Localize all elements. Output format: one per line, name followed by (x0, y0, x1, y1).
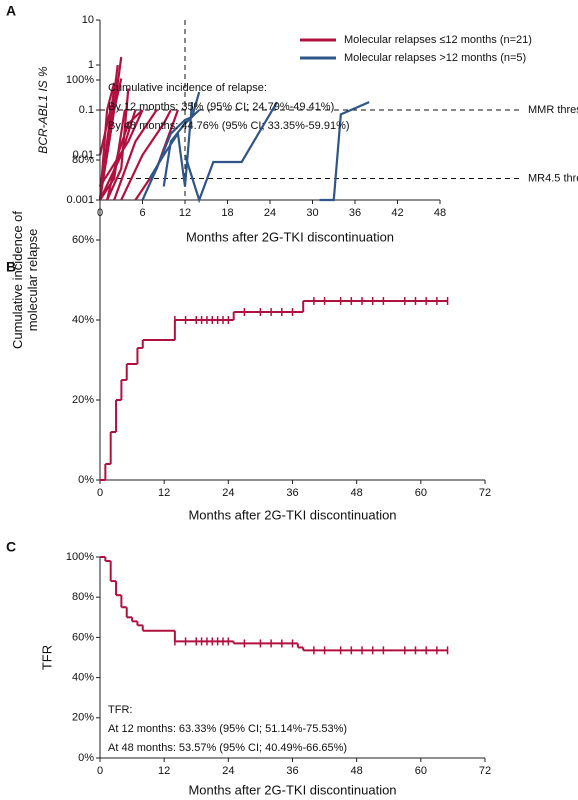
y-axis-label: BCR-ABL1 IS % (36, 66, 50, 154)
y-tick-label: 0% (78, 752, 94, 764)
y-tick-label: 0.1 (79, 104, 94, 116)
annotation: By 12 months: 35% (95% CI; 24.79%-49.41%… (108, 101, 334, 113)
panel-letter: C (6, 539, 16, 555)
x-tick-label: 36 (286, 487, 298, 499)
x-tick-label: 72 (479, 765, 491, 777)
y-tick-label: 10 (82, 14, 94, 26)
x-tick-label: 0 (97, 765, 103, 777)
y-tick-label: 40% (72, 672, 94, 684)
y-tick-label: 80% (72, 591, 94, 603)
x-axis-label: Months after 2G-TKI discontinuation (188, 507, 396, 522)
legend-label: Molecular relapses ≤12 months (n=21) (344, 34, 532, 46)
x-tick-label: 12 (179, 207, 191, 219)
x-tick-label: 18 (221, 207, 233, 219)
x-tick-label: 48 (434, 207, 446, 219)
panel-letter: A (6, 3, 16, 19)
x-tick-label: 30 (306, 207, 318, 219)
x-tick-label: 6 (139, 207, 145, 219)
x-tick-label: 12 (158, 765, 170, 777)
y-axis-label: Cumulative incidence of (10, 211, 25, 349)
x-tick-label: 12 (158, 487, 170, 499)
y-tick-label: 80% (72, 154, 94, 166)
y-tick-label: 40% (72, 314, 94, 326)
x-axis-label: Months after 2G-TKI discontinuation (186, 229, 394, 244)
series-line (106, 88, 130, 201)
y-tick-label: 100% (66, 551, 94, 563)
x-tick-label: 48 (351, 487, 363, 499)
series-line (113, 109, 158, 201)
y-tick-label: 20% (72, 394, 94, 406)
x-tick-label: 24 (264, 207, 276, 219)
series-line (319, 101, 370, 202)
y-axis-label: TFR (39, 645, 54, 670)
panel-letter: B (6, 259, 16, 275)
annotation: Cumulative incidence of relapse: (108, 82, 267, 94)
annotation: At 12 months: 63.33% (95% CI; 51.14%-75.… (108, 723, 347, 735)
reference-label: MMR threshold (528, 104, 578, 116)
x-tick-label: 24 (222, 487, 234, 499)
x-tick-label: 24 (222, 765, 234, 777)
y-axis-label: molecular relapse (25, 229, 40, 332)
x-tick-label: 0 (97, 487, 103, 499)
annotation: TFR: (108, 704, 132, 716)
series-line (141, 91, 201, 201)
x-tick-label: 60 (415, 765, 427, 777)
y-tick-label: 1 (88, 59, 94, 71)
x-tick-label: 60 (415, 487, 427, 499)
x-tick-label: 36 (286, 765, 298, 777)
y-tick-label: 100% (66, 74, 94, 86)
series-line (98, 82, 116, 201)
x-tick-label: 72 (479, 487, 491, 499)
reference-label: MR4.5 threshold (528, 172, 578, 184)
annotation: At 48 months: 53.57% (95% CI; 40.49%-66.… (108, 742, 347, 754)
x-tick-label: 42 (391, 207, 403, 219)
series-line (99, 109, 144, 188)
y-tick-label: 0% (78, 474, 94, 486)
series-line (99, 109, 137, 201)
y-tick-label: 60% (72, 631, 94, 643)
series-line (162, 109, 200, 187)
x-tick-label: 48 (351, 765, 363, 777)
series-line (99, 109, 126, 201)
legend-label: Molecular relapses >12 months (n=5) (344, 52, 526, 64)
y-tick-label: 0.01 (73, 149, 94, 161)
series-line (106, 109, 144, 201)
y-tick-label: 20% (72, 712, 94, 724)
x-axis-label: Months after 2G-TKI discontinuation (188, 782, 396, 797)
series-line (183, 101, 279, 204)
series-line (120, 109, 172, 201)
x-tick-label: 36 (349, 207, 361, 219)
y-tick-label: 60% (72, 234, 94, 246)
series-line (98, 78, 123, 187)
series-line (98, 78, 119, 156)
annotation: By 48 months: 44.76% (95% CI; 33.35%-59.… (108, 120, 350, 132)
y-tick-label: 0.001 (66, 194, 94, 206)
